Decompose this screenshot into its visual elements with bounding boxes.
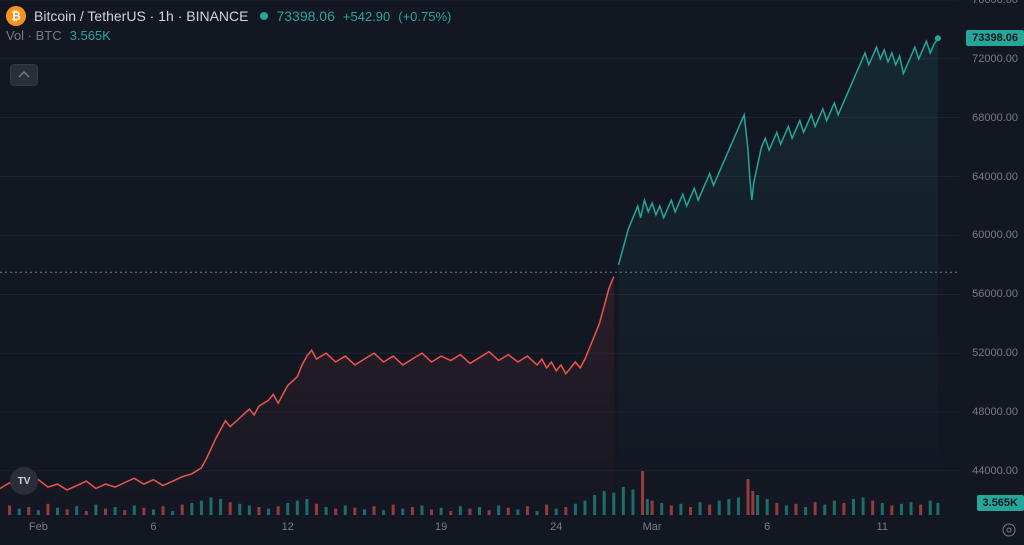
y-tick-label: 76000.00 bbox=[972, 0, 1018, 6]
x-tick-label: Feb bbox=[29, 521, 48, 533]
y-tick-label: 60000.00 bbox=[972, 229, 1018, 241]
collapse-button[interactable] bbox=[10, 64, 38, 86]
price-change-abs: +542.90 bbox=[343, 9, 390, 24]
y-tick-label: 48000.00 bbox=[972, 406, 1018, 418]
y-tick-label: 44000.00 bbox=[972, 465, 1018, 477]
volume-header: Vol · BTC 3.565K bbox=[6, 28, 111, 43]
y-tick-label: 68000.00 bbox=[972, 112, 1018, 124]
y-tick-label: 64000.00 bbox=[972, 171, 1018, 183]
x-tick-label: 6 bbox=[764, 521, 770, 533]
chevron-up-icon bbox=[18, 71, 30, 79]
chart-canvas[interactable] bbox=[0, 0, 959, 515]
y-tick-label: 52000.00 bbox=[972, 347, 1018, 359]
volume-axis-tag: 3.565K bbox=[977, 495, 1024, 511]
market-status-dot bbox=[260, 12, 268, 20]
volume-label: Vol · BTC bbox=[6, 28, 62, 43]
x-tick-label: 12 bbox=[282, 521, 294, 533]
x-tick-label: 11 bbox=[877, 521, 888, 533]
price-axis-tag: 73398.06 bbox=[966, 30, 1024, 46]
y-axis[interactable]: 44000.00 48000.00 52000.00 56000.00 60000.00… bbox=[959, 0, 1024, 515]
y-tick-label: 56000.00 bbox=[972, 288, 1018, 300]
x-tick-label: 6 bbox=[150, 521, 156, 533]
x-tick-label: 19 bbox=[435, 521, 447, 533]
current-price: 73398.06 bbox=[276, 8, 334, 24]
x-tick-label: 24 bbox=[550, 521, 562, 533]
y-tick-label: 72000.00 bbox=[972, 53, 1018, 65]
price-change-pct: (+0.75%) bbox=[398, 9, 451, 24]
tradingview-logo[interactable]: TV bbox=[10, 467, 38, 495]
settings-icon[interactable] bbox=[1000, 521, 1018, 539]
bitcoin-icon: ₿ bbox=[6, 6, 26, 26]
x-axis[interactable]: Feb 6 12 19 24 Mar 6 11 bbox=[0, 515, 959, 545]
volume-value: 3.565K bbox=[70, 28, 111, 43]
symbol-title[interactable]: Bitcoin / TetherUS · 1h · BINANCE bbox=[34, 8, 248, 24]
chart-header: ₿ Bitcoin / TetherUS · 1h · BINANCE 7339… bbox=[6, 6, 451, 26]
x-tick-label: Mar bbox=[643, 521, 662, 533]
